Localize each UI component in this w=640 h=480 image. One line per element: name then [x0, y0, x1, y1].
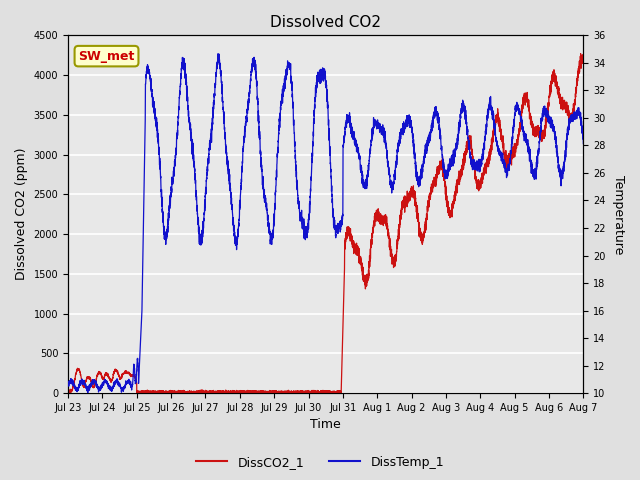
Legend: DissCO2_1, DissTemp_1: DissCO2_1, DissTemp_1 — [191, 451, 449, 474]
Y-axis label: Temperature: Temperature — [612, 175, 625, 254]
Text: SW_met: SW_met — [78, 49, 134, 63]
X-axis label: Time: Time — [310, 419, 341, 432]
Title: Dissolved CO2: Dissolved CO2 — [270, 15, 381, 30]
Y-axis label: Dissolved CO2 (ppm): Dissolved CO2 (ppm) — [15, 148, 28, 280]
